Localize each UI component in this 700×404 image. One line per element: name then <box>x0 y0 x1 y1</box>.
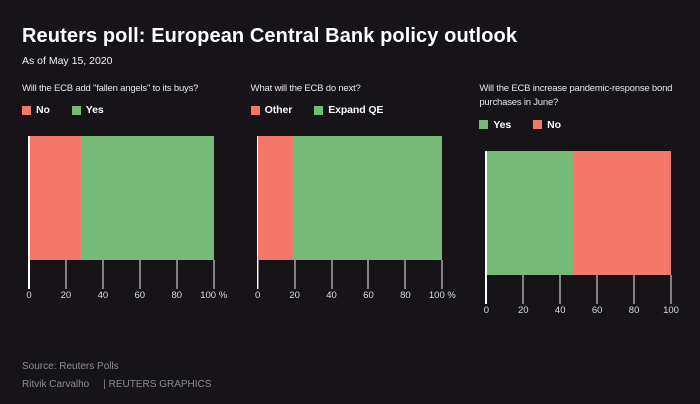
date-subtitle: As of May 15, 2020 <box>22 55 113 67</box>
plot-area: 0 20 40 60 80 100 % <box>255 136 456 302</box>
axis-tick <box>176 260 178 290</box>
axis-tick-label: 0 <box>26 290 32 302</box>
legend-label: No <box>36 104 50 117</box>
axis-tick-label: 100 <box>663 304 679 316</box>
y-axis-line <box>256 136 259 290</box>
chart-legend: Other Expand QE <box>250 104 450 117</box>
footer: Source: Reuters Polls Ritvik Carvalho | R… <box>22 358 211 393</box>
page-title: Reuters poll: European Central Bank poli… <box>22 25 518 47</box>
axis-tick <box>102 260 104 290</box>
legend-label: Expand QE <box>328 104 384 117</box>
stacked-bar <box>257 136 443 261</box>
axis-tick-label: 80 <box>171 290 183 302</box>
axis-tick <box>367 260 369 290</box>
legend-item-yes: Yes <box>71 104 104 117</box>
legend-label: Yes <box>85 104 104 117</box>
chart-legend: Yes No <box>479 119 678 131</box>
legend-item-no: No <box>22 104 50 116</box>
legend-item-expand-qe: Expand QE <box>314 104 383 116</box>
bar-segment-no <box>573 150 671 275</box>
axis-tick-label: 20 <box>517 304 529 316</box>
charts-row: Will the ECB add "fallen angels" to its … <box>0 82 700 317</box>
legend-swatch-other <box>250 105 260 115</box>
axis-tick <box>404 260 406 290</box>
legend-label: No <box>547 118 561 131</box>
y-axis-line <box>28 136 30 290</box>
axis-tick <box>65 260 67 290</box>
axis-tick <box>139 260 141 290</box>
axis-tick <box>596 274 598 304</box>
x-axis-labels: 0 20 40 60 80 100 % <box>255 289 456 302</box>
axis-tick-label: 60 <box>591 304 603 316</box>
axis-tick-label: 40 <box>554 304 566 316</box>
axis-tick <box>670 274 672 304</box>
legend-label: Yes <box>493 118 512 131</box>
legend-item-other: Other <box>250 104 293 117</box>
axis-tick <box>522 274 524 304</box>
chart-question: Will the ECB add "fallen angels" to its … <box>22 83 199 94</box>
axis-tick-label: 60 <box>363 290 374 302</box>
axis-tick-label: 80 <box>628 304 640 316</box>
legend-label: Other <box>264 104 293 117</box>
legend-swatch-expand-qe <box>314 105 324 115</box>
bar-segment-yes <box>486 150 574 275</box>
header: Reuters poll: European Central Bank poli… <box>0 0 700 67</box>
chart-ecb-next-move: What will the ECB do next? Other Expand Q… <box>250 82 456 302</box>
byline: Ritvik Carvalho | REUTERS GRAPHICS <box>22 376 211 394</box>
reuters-graphics-credit: | REUTERS GRAPHICS <box>103 378 212 390</box>
axis-tick-label: 60 <box>134 290 146 302</box>
plot-area: 0 20 40 60 80 100 % <box>26 136 227 302</box>
chart-question: What will the ECB do next? <box>250 83 361 94</box>
legend-item-no: No <box>533 119 561 131</box>
stacked-bar <box>29 136 214 261</box>
axis-tick-label: 40 <box>97 290 109 302</box>
chart-question: Will the ECB increase pandemic-response … <box>479 83 673 109</box>
bar-segment-other <box>257 136 293 261</box>
x-axis-ticks <box>485 274 672 304</box>
bar-segment-yes <box>80 136 214 261</box>
x-axis-labels: 0 20 40 60 80 100 % <box>26 289 227 302</box>
axis-tick <box>294 260 296 290</box>
axis-tick-label: 40 <box>326 290 337 302</box>
plot-area: 0 20 40 60 80 100 <box>483 150 679 317</box>
axis-tick-label: 20 <box>60 290 72 302</box>
chart-fallen-angels: Will the ECB add "fallen angels" to its … <box>22 82 227 302</box>
x-axis-labels: 0 20 40 60 80 100 <box>483 304 679 317</box>
axis-tick <box>441 260 443 290</box>
legend-swatch-no <box>22 105 31 115</box>
y-axis-line <box>485 150 487 304</box>
axis-tick <box>633 274 635 304</box>
axis-tick <box>213 260 215 290</box>
bar-segment-expand-qe <box>292 136 443 261</box>
axis-tick-label: 80 <box>400 290 411 302</box>
axis-tick-label: 20 <box>289 290 300 302</box>
bar-segment-no <box>29 136 81 261</box>
byline-name: Ritvik Carvalho <box>22 378 90 390</box>
legend-item-yes: Yes <box>479 119 511 131</box>
axis-tick-label: 0 <box>483 304 489 316</box>
stacked-bar <box>486 150 671 275</box>
legend-swatch-yes <box>71 105 81 115</box>
chart-legend: No Yes <box>22 104 221 116</box>
axis-tick-label: 100 % <box>200 290 228 302</box>
source-text: Source: Reuters Polls <box>22 361 119 372</box>
x-axis-ticks <box>28 260 215 290</box>
axis-tick <box>331 260 333 290</box>
axis-tick <box>559 274 561 304</box>
axis-tick-label: 100 % <box>428 290 456 302</box>
x-axis-ticks <box>257 260 443 290</box>
axis-tick-label: 0 <box>255 290 261 302</box>
legend-swatch-yes <box>479 120 489 129</box>
chart-pandemic-purchases: Will the ECB increase pandemic-response … <box>479 82 679 317</box>
legend-swatch-no <box>533 120 543 129</box>
